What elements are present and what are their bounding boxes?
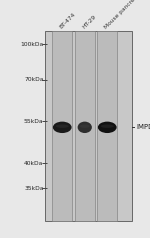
- Text: BT-474: BT-474: [59, 12, 77, 30]
- Ellipse shape: [98, 122, 117, 133]
- Text: 35kDa: 35kDa: [24, 185, 44, 191]
- Ellipse shape: [56, 124, 69, 128]
- Text: 40kDa: 40kDa: [24, 160, 44, 166]
- Text: HT-29: HT-29: [81, 14, 97, 30]
- Text: 70kDa: 70kDa: [24, 77, 44, 82]
- Ellipse shape: [78, 122, 92, 133]
- Ellipse shape: [53, 122, 72, 133]
- Text: 100kDa: 100kDa: [20, 41, 44, 47]
- Ellipse shape: [80, 124, 90, 128]
- Bar: [97, 31, 117, 221]
- Bar: [52, 31, 72, 221]
- Text: Mouse pancreas: Mouse pancreas: [104, 0, 141, 30]
- Text: 55kDa: 55kDa: [24, 119, 44, 124]
- Ellipse shape: [101, 124, 114, 128]
- Bar: [75, 31, 95, 221]
- Bar: [45, 31, 132, 221]
- Text: IMPDH1: IMPDH1: [136, 124, 150, 130]
